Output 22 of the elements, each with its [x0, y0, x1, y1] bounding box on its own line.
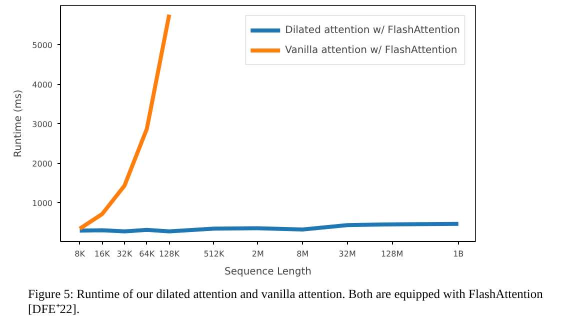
x-tick-label: 64K: [139, 250, 156, 258]
y-tick-label: 2000: [32, 159, 52, 168]
y-tick-label: 1000: [32, 198, 52, 208]
y-tick-label: 4000: [32, 80, 52, 90]
y-axis-title: Runtime (ms): [13, 90, 24, 158]
legend-label: Dilated attention w/ FlashAttention: [285, 24, 460, 36]
legend-label: Vanilla attention w/ FlashAttention: [285, 44, 458, 56]
x-tick-label: 128M: [380, 250, 404, 258]
x-tick-label: 1B: [453, 250, 464, 258]
y-tick-label: 5000: [32, 41, 52, 50]
x-tick-label: 32M: [338, 250, 356, 258]
caption: Figure 5: Runtime of our dilated attention and vanilla attention. Both are equipped with FlashAttention [DFE⁺22].: [28, 287, 544, 317]
x-tick-label: 128K: [158, 250, 180, 258]
x-tick-label: 16K: [94, 250, 111, 258]
x-tick-label: 8K: [74, 250, 86, 258]
y-tick-label: 3000: [32, 120, 52, 129]
x-tick-label: 512K: [204, 250, 225, 258]
x-tick-label: 8M: [296, 250, 309, 258]
line-series: [78, 12, 172, 231]
x-tick-label: 2M: [252, 250, 264, 258]
x-axis-title: Sequence Length: [224, 266, 312, 278]
x-tick-label: 32K: [116, 250, 133, 258]
